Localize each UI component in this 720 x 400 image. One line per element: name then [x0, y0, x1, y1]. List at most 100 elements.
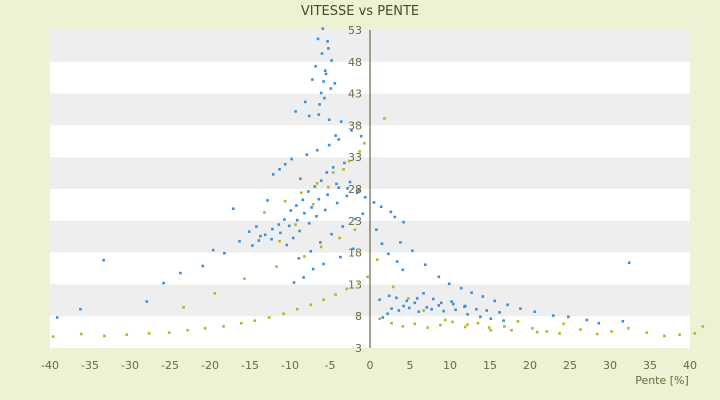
- data-point: [79, 307, 82, 311]
- x-tick-label: 40: [683, 359, 697, 372]
- data-point: [103, 334, 106, 338]
- data-point: [287, 224, 291, 228]
- data-point: [411, 249, 414, 252]
- data-point: [303, 255, 306, 258]
- data-point: [678, 333, 681, 336]
- data-point: [314, 65, 317, 68]
- x-tick-label: -40: [41, 359, 59, 372]
- data-point: [55, 316, 59, 319]
- data-point: [319, 241, 322, 244]
- data-point: [422, 309, 425, 312]
- data-point: [402, 220, 405, 224]
- data-point: [315, 182, 319, 185]
- data-point: [451, 320, 454, 324]
- y-tick-label: 18: [348, 247, 362, 260]
- data-point: [51, 335, 55, 338]
- data-point: [401, 325, 405, 328]
- data-point: [266, 199, 269, 202]
- data-point: [357, 189, 361, 192]
- data-point: [311, 267, 315, 271]
- data-point: [407, 297, 410, 300]
- x-axis-ticks: -40 -35 -30 -25 -20 -15 -10 -5 0 5 10 15 20 25 30 35 40: [41, 359, 697, 372]
- data-point: [321, 27, 325, 30]
- data-point: [322, 298, 325, 301]
- data-point: [231, 207, 235, 210]
- y-tick-label: 53: [348, 24, 362, 37]
- data-point: [279, 231, 282, 235]
- chart-title: VITESSE vs PENTE: [301, 4, 419, 19]
- data-point: [413, 322, 417, 326]
- data-points: [51, 27, 705, 338]
- data-point: [426, 326, 429, 329]
- data-point: [223, 251, 226, 255]
- data-point: [316, 37, 320, 41]
- data-point: [222, 325, 225, 328]
- data-point: [337, 186, 341, 189]
- data-point: [357, 282, 361, 286]
- data-point: [395, 296, 398, 300]
- data-point: [506, 303, 509, 307]
- data-point: [311, 203, 315, 206]
- data-point: [442, 309, 445, 313]
- data-point: [345, 287, 349, 291]
- data-point: [443, 318, 447, 322]
- data-point: [489, 328, 493, 332]
- plot-area: [50, 30, 690, 348]
- data-point: [320, 52, 324, 55]
- data-point: [295, 204, 298, 207]
- data-point: [327, 47, 330, 50]
- data-point: [309, 250, 313, 253]
- data-point: [567, 315, 570, 319]
- x-tick-label: -5: [325, 359, 336, 372]
- x-tick-label: 15: [483, 359, 497, 372]
- x-tick-label: 20: [523, 359, 537, 372]
- data-point: [186, 328, 189, 332]
- data-point: [381, 316, 385, 319]
- data-point: [263, 211, 266, 214]
- data-point: [307, 114, 311, 118]
- data-point: [239, 321, 243, 325]
- data-point: [422, 292, 425, 295]
- data-point: [450, 300, 453, 303]
- data-point: [466, 313, 469, 316]
- data-point: [243, 277, 246, 280]
- data-point: [498, 311, 501, 314]
- data-point: [348, 180, 352, 184]
- data-point: [331, 171, 335, 174]
- data-point: [302, 276, 305, 279]
- data-point: [387, 294, 391, 298]
- data-point: [346, 187, 349, 190]
- data-point: [203, 327, 207, 330]
- data-point: [361, 212, 365, 216]
- x-tick-label: -30: [121, 359, 139, 372]
- data-point: [479, 315, 482, 319]
- data-point: [425, 306, 429, 309]
- data-point: [323, 69, 327, 72]
- data-point: [562, 322, 565, 326]
- data-point: [305, 153, 309, 156]
- data-point: [372, 201, 376, 204]
- data-point: [475, 307, 478, 311]
- data-point: [459, 286, 463, 290]
- data-point: [271, 227, 274, 231]
- data-point: [303, 211, 306, 215]
- data-point: [315, 148, 319, 152]
- x-tick-label: 0: [367, 359, 374, 372]
- data-point: [322, 262, 325, 266]
- x-tick-label: -15: [241, 359, 259, 372]
- y-tick-label: 3: [355, 342, 362, 355]
- data-point: [337, 138, 341, 141]
- data-point: [595, 332, 599, 336]
- data-point: [379, 205, 383, 209]
- data-point: [313, 185, 317, 188]
- x-axis-label: Pente [%]: [635, 374, 689, 387]
- data-point: [439, 323, 442, 327]
- data-point: [301, 198, 305, 202]
- data-point: [380, 242, 384, 245]
- data-point: [383, 117, 386, 120]
- data-point: [319, 245, 323, 249]
- data-point: [335, 182, 338, 186]
- data-point: [610, 330, 613, 333]
- x-tick-label: -10: [281, 359, 299, 372]
- data-point: [510, 328, 513, 332]
